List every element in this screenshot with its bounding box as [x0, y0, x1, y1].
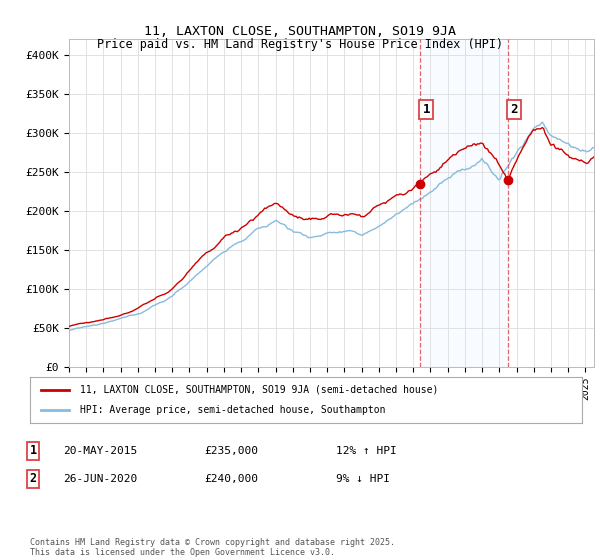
Text: 11, LAXTON CLOSE, SOUTHAMPTON, SO19 9JA: 11, LAXTON CLOSE, SOUTHAMPTON, SO19 9JA — [144, 25, 456, 38]
Text: 26-JUN-2020: 26-JUN-2020 — [63, 474, 137, 484]
Text: £240,000: £240,000 — [204, 474, 258, 484]
Text: Contains HM Land Registry data © Crown copyright and database right 2025.
This d: Contains HM Land Registry data © Crown c… — [30, 538, 395, 557]
Text: 9% ↓ HPI: 9% ↓ HPI — [336, 474, 390, 484]
Text: £235,000: £235,000 — [204, 446, 258, 456]
Text: 12% ↑ HPI: 12% ↑ HPI — [336, 446, 397, 456]
Text: 2: 2 — [29, 472, 37, 486]
Text: 1: 1 — [422, 103, 430, 116]
Text: 1: 1 — [29, 444, 37, 458]
Text: 20-MAY-2015: 20-MAY-2015 — [63, 446, 137, 456]
Text: 2: 2 — [510, 103, 518, 116]
Text: 11, LAXTON CLOSE, SOUTHAMPTON, SO19 9JA (semi-detached house): 11, LAXTON CLOSE, SOUTHAMPTON, SO19 9JA … — [80, 385, 438, 395]
Bar — [420, 39, 508, 367]
Text: HPI: Average price, semi-detached house, Southampton: HPI: Average price, semi-detached house,… — [80, 405, 385, 415]
Text: Price paid vs. HM Land Registry's House Price Index (HPI): Price paid vs. HM Land Registry's House … — [97, 38, 503, 51]
